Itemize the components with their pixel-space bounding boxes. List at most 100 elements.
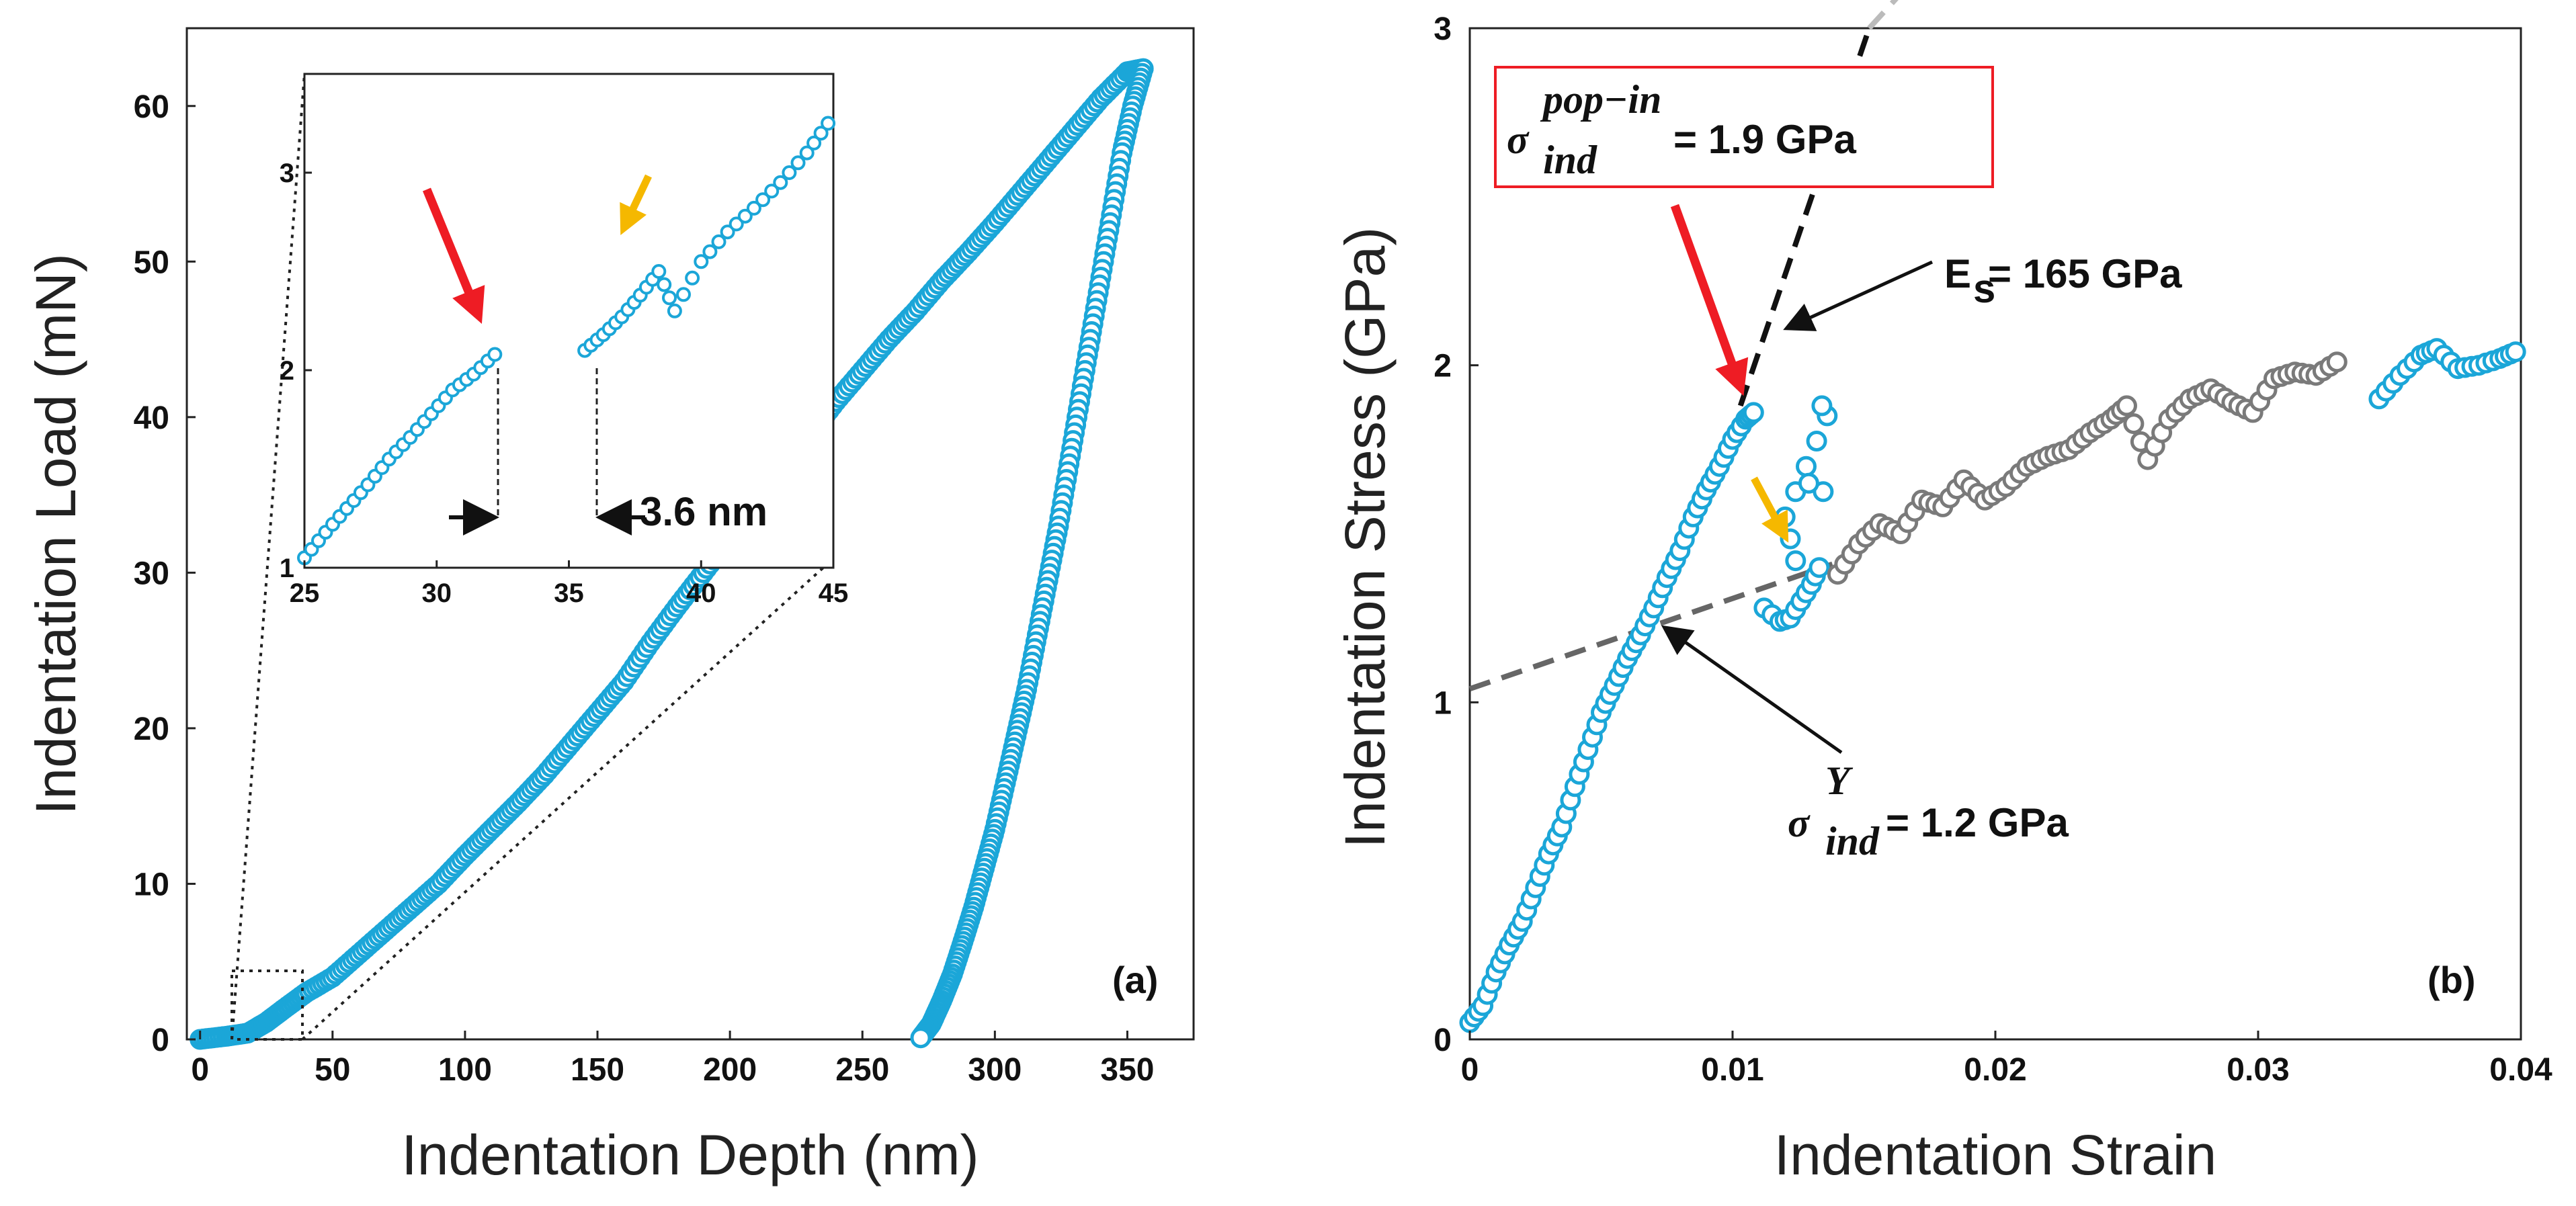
inset-data-point bbox=[755, 192, 771, 208]
x-tick-label: 50 bbox=[315, 1052, 350, 1088]
panel-a-ylabel: Indentation Load (mN) bbox=[24, 253, 87, 815]
inset-ticks: 25 30 35 40 45 1 2 3 bbox=[280, 159, 849, 608]
inset-y-tick-label: 2 bbox=[280, 356, 294, 386]
panel-a: 0 50 100 150 200 250 300 350 0 10 20 30 40 50 60 25 30 3… bbox=[24, 27, 1195, 1187]
x-tick-label: 0 bbox=[191, 1052, 209, 1088]
panel-b-marks bbox=[1459, 338, 2526, 1033]
yield-symbol: σ bbox=[1788, 801, 1811, 845]
inset: 25 30 35 40 45 1 2 3 3.6 nm bbox=[280, 73, 849, 608]
panel-b-fit-lines bbox=[1468, 0, 1899, 692]
data-point bbox=[2123, 413, 2145, 435]
inset-marks bbox=[297, 116, 836, 566]
inset-data-point bbox=[821, 116, 836, 131]
inset-data-point bbox=[651, 264, 667, 279]
inset-data-point bbox=[813, 126, 829, 141]
x-tick-label: 0.02 bbox=[1964, 1052, 2026, 1088]
zoom-box bbox=[231, 970, 304, 1041]
inset-x-tick-label: 40 bbox=[686, 578, 716, 608]
inset-data-point bbox=[694, 254, 709, 269]
panel-a-xlabel: Indentation Depth (nm) bbox=[401, 1123, 979, 1187]
x-tick-label: 150 bbox=[571, 1052, 624, 1088]
yield-subscript: ind bbox=[1825, 819, 1880, 863]
y-tick-label: 60 bbox=[134, 89, 169, 125]
panel-a-label: (a) bbox=[1112, 959, 1158, 1001]
inset-data-point bbox=[711, 234, 726, 249]
data-point bbox=[1743, 402, 1764, 423]
inset-data-point bbox=[657, 277, 672, 292]
y-tick-label: 10 bbox=[134, 867, 169, 902]
x-tick-label: 350 bbox=[1100, 1052, 1154, 1088]
inset-data-point bbox=[782, 165, 797, 180]
inset-x-tick-label: 35 bbox=[554, 578, 584, 608]
series-post-yield bbox=[1827, 351, 2348, 585]
yield-value: = 1.2 GPa bbox=[1886, 800, 2069, 845]
inset-data-point bbox=[685, 270, 700, 286]
inset-data-point bbox=[729, 216, 744, 232]
y-tick-label: 40 bbox=[134, 400, 169, 436]
panel-b-ticks: 0 0.01 0.02 0.03 0.04 0 1 2 3 bbox=[1434, 11, 2552, 1088]
inset-y-tick-label: 3 bbox=[280, 159, 294, 188]
x-tick-label: 0 bbox=[1461, 1052, 1479, 1088]
series-plastic-hardening bbox=[2368, 338, 2526, 410]
modulus-subscript: s bbox=[1973, 266, 1995, 311]
inset-data-point bbox=[773, 175, 788, 190]
inset-data-point bbox=[806, 135, 822, 150]
data-point bbox=[1806, 431, 1827, 451]
y-tick-label: 3 bbox=[1434, 11, 1452, 47]
y-tick-label: 20 bbox=[134, 712, 169, 747]
y-tick-label: 2 bbox=[1434, 349, 1452, 384]
inset-data-point bbox=[799, 145, 815, 161]
y-tick-label: 50 bbox=[134, 245, 169, 280]
data-point bbox=[1796, 456, 1817, 477]
y-tick-label: 1 bbox=[1434, 685, 1452, 721]
inset-after-pop-in bbox=[577, 116, 836, 358]
inset-x-tick-label: 25 bbox=[290, 578, 320, 608]
x-tick-label: 0.01 bbox=[1701, 1052, 1763, 1088]
x-tick-label: 200 bbox=[703, 1052, 757, 1088]
data-point bbox=[1785, 550, 1806, 572]
panel-a-frame bbox=[185, 27, 1195, 1041]
y-tick-label: 0 bbox=[1434, 1023, 1452, 1058]
series-elastic-loading bbox=[1459, 402, 1764, 1033]
inset-before-pop-in bbox=[297, 347, 503, 566]
elastic-fit-extension bbox=[1867, 0, 1899, 30]
panel-a-ticks: 0 50 100 150 200 250 300 350 0 10 20 30 40 50 60 bbox=[134, 89, 1155, 1088]
data-point bbox=[1811, 395, 1833, 417]
inset-frame bbox=[303, 73, 835, 569]
pop-in-annotation-box bbox=[1494, 66, 1994, 188]
pop-in-symbol: σ bbox=[1507, 118, 1530, 162]
inset-x-tick-label: 30 bbox=[422, 578, 452, 608]
inset-data-point bbox=[676, 287, 691, 302]
x-tick-label: 300 bbox=[968, 1052, 1022, 1088]
hardening-fit-line bbox=[1468, 561, 1833, 692]
inset-x-tick-label: 45 bbox=[819, 578, 849, 608]
inset-data-point bbox=[737, 208, 753, 224]
x-tick-label: 250 bbox=[835, 1052, 889, 1088]
inset-data-point bbox=[746, 200, 761, 216]
x-tick-label: 0.04 bbox=[2489, 1052, 2552, 1088]
modulus-arrow bbox=[1783, 260, 1934, 331]
zoom-line-left bbox=[231, 73, 306, 1040]
pop-in-value: = 1.9 GPa bbox=[1673, 117, 1856, 162]
modulus-value: = 165 GPa bbox=[1988, 251, 2182, 296]
series-loading bbox=[190, 58, 1154, 1050]
y-tick-label: 30 bbox=[134, 556, 169, 591]
panel-b-label: (b) bbox=[2427, 959, 2476, 1001]
pop-in-orange-arrow bbox=[1751, 476, 1789, 543]
pop-in-superscript: pop−in bbox=[1540, 77, 1661, 122]
inset-data-point bbox=[662, 290, 677, 306]
panel-b-ylabel: Indentation Stress (GPa) bbox=[1333, 227, 1397, 848]
x-tick-label: 100 bbox=[438, 1052, 492, 1088]
inset-data-point bbox=[764, 183, 780, 199]
x-tick-label: 0.03 bbox=[2227, 1052, 2289, 1088]
inset-orange-arrow bbox=[620, 174, 652, 235]
data-point bbox=[1809, 557, 1830, 578]
pop-in-subscript: ind bbox=[1543, 138, 1597, 182]
data-point bbox=[1798, 472, 1819, 494]
panel-b: 0 0.01 0.02 0.03 0.04 0 1 2 3 σ pop−in ind = 1.9… bbox=[1333, 0, 2552, 1187]
modulus-symbol: E bbox=[1944, 251, 1971, 296]
inset-data-point bbox=[720, 224, 735, 240]
pop-in-annotation: σ pop−in ind = 1.9 GPa bbox=[1494, 66, 1994, 188]
series-unloading bbox=[910, 58, 1154, 1049]
